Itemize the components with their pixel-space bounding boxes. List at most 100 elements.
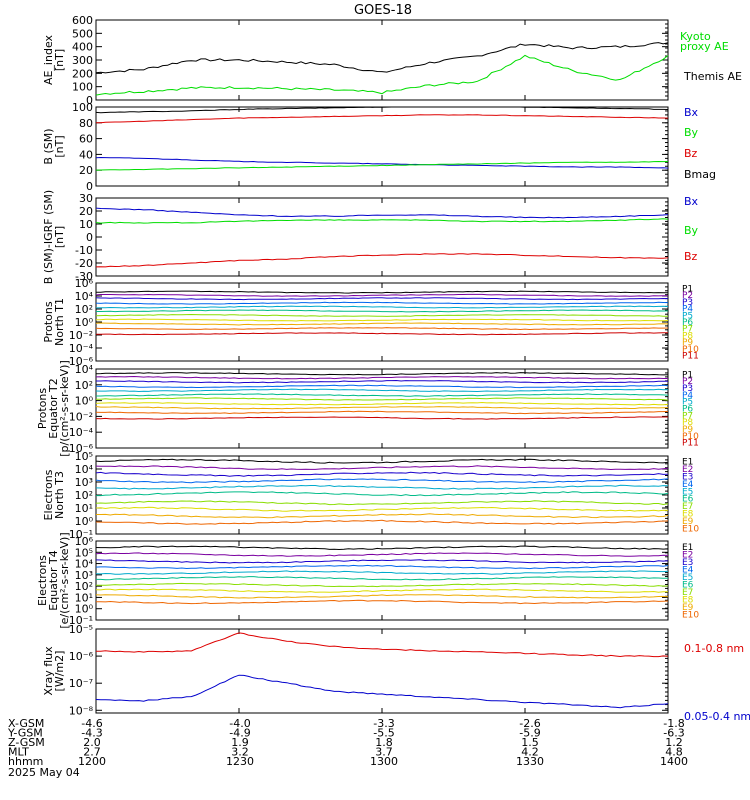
legend-item: E2 [682,465,693,475]
y-axis-label: Electrons [42,469,55,520]
x-axis-value: -4.9 [229,727,250,740]
x-axis-value: -2.6 [519,717,540,730]
y-axis-label: North T3 [53,471,66,519]
panels-group: 0100200300400500600AE_index[nT]Kyotoprox… [36,14,750,723]
y-tick-label: 10⁵ [75,450,93,463]
y-tick-label: 20 [79,164,93,177]
series-0-05-0-4-nm [95,674,669,709]
series-channel-11 [96,332,669,336]
y-tick-label: 10⁻⁶ [69,650,94,663]
y-tick-label: 10⁻⁴ [69,426,94,439]
legend-item: Bx [684,195,699,208]
series-channel-7 [96,582,669,588]
y-axis-label: AE_index [42,34,55,85]
date-label: 2025 May 04 [8,766,80,779]
y-tick-label: 20 [79,205,93,218]
series-channel-5 [95,305,669,309]
series-bz [96,114,669,124]
y-tick-label: 10⁻⁷ [69,677,93,690]
y-tick-label: 10⁰ [75,316,94,329]
series-channel-9 [96,513,669,519]
legend-item: P4 [682,305,693,315]
y-axis-label: [nT] [53,135,66,157]
y-axis-label: Equator T2 [47,378,60,438]
legend-item: Bx [684,106,699,119]
y-tick-label: 200 [72,67,93,80]
series-channel-10 [95,410,669,415]
legend-item: By [684,126,699,139]
y-tick-label: 100 [72,81,93,94]
y-tick-label: 10⁰ [75,395,94,408]
x-axis-value: 4.8 [665,746,683,759]
legend-item: P6 [682,405,693,415]
panel-xray: 10⁻⁸ 10⁻⁷ 10⁻⁶ 10⁻⁵ Xray flux[W/m2] 0.1-0.8 n… [42,623,750,723]
x-axis-value: -4.3 [81,727,102,740]
legend-item: 0.1-0.8 nm [684,642,744,655]
legend-item: By [684,224,699,237]
legend-item: P5 [682,311,693,321]
y-tick-label: 600 [72,14,93,27]
legend-item: P3 [682,384,693,394]
series-channel-4 [95,478,669,484]
legend-item: P1 [682,370,693,380]
x-axis-value: 1300 [370,755,398,768]
y-tick-label: 10 [79,218,93,231]
series-channel-3 [95,471,669,477]
x-axis-row-label: hhmm [8,755,43,768]
y-tick-label: 10⁴ [75,558,94,571]
series-kyoto-proxy-ae [95,54,669,96]
x-axis-value: 2.7 [83,746,101,759]
y-tick-label: 500 [72,27,93,40]
x-axis-value: -3.3 [373,717,394,730]
y-tick-label: 10⁶ [75,535,94,548]
y-tick-label: 40 [79,148,93,161]
legend-item: P8 [682,418,693,428]
series-0-1-0-8-nm [95,632,669,658]
legend-item: E3 [682,473,693,483]
legend-item: P4 [682,391,693,401]
legend-item: E7 [682,588,693,598]
series-bx [95,207,669,219]
x-axis-value: -1.8 [663,717,684,730]
y-tick-label: 10⁰ [75,515,94,528]
series-channel-2 [95,552,669,557]
chart-title: GOES-18 [354,3,412,18]
y-axis-label: Xray flux [42,646,55,696]
panel-frame [95,106,669,187]
y-tick-label: 10⁻⁴ [69,342,94,355]
y-tick-label: 10⁰ [75,603,94,616]
y-tick-label: 10⁵ [75,546,93,559]
legend-item: P7 [682,411,693,421]
y-tick-label: 30 [79,192,93,205]
legend-item: E9 [682,603,694,613]
x-axis-value: 2.0 [83,736,101,749]
series-by [95,218,669,224]
y-axis-label: Equator T4 [47,550,60,610]
y-tick-label: 10⁻² [69,329,93,342]
y-tick-label: 10⁻² [69,410,93,423]
series-channel-5 [95,484,669,490]
x-axis-value: -5.5 [373,727,394,740]
y-tick-label: 10⁴ [75,463,94,476]
series-channel-9 [95,406,669,410]
y-tick-label: 10⁴ [75,290,94,303]
x-axis-row-label: MLT [8,746,29,759]
x-axis-value: 1.2 [665,736,683,749]
series-channel-6 [96,309,669,313]
legend-item: P2 [682,377,693,387]
y-tick-label: 10² [75,379,93,392]
series-channel-1 [95,372,669,376]
legend-item: E5 [682,573,693,583]
x-axis-value: 3.2 [231,746,249,759]
series-bz [95,253,669,268]
y-tick-label: 10² [75,489,93,502]
y-axis-label: Protons [36,388,49,429]
series-channel-11 [95,416,668,420]
series-channel-3 [96,379,668,384]
series-channel-1 [95,458,669,464]
x-axis-row-label: Y-GSM [7,727,43,740]
